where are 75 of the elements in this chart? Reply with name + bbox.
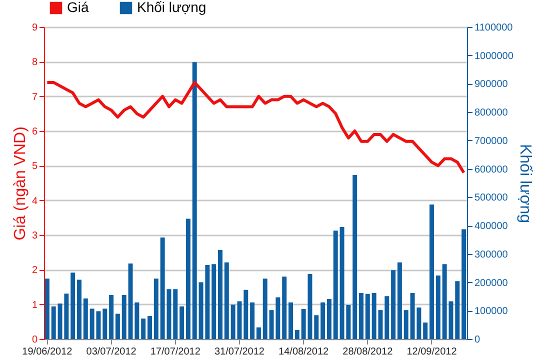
bar: [256, 327, 261, 339]
bar: [115, 314, 120, 339]
x-tick-label: 31/07/2012: [214, 346, 265, 358]
bar: [102, 308, 108, 339]
bar: [320, 302, 326, 339]
bar: [70, 272, 76, 339]
bar: [218, 250, 222, 339]
bar: [397, 262, 402, 339]
bar: [455, 281, 460, 339]
y2-tick-label: 200000: [474, 278, 508, 289]
y2-tick-label: 1000000: [474, 50, 514, 62]
bar: [359, 293, 364, 339]
x-tick-label: 14/08/2012: [278, 346, 330, 358]
x-tick-label: 12/09/2012: [406, 346, 458, 358]
bar: [141, 318, 146, 339]
bar: [250, 302, 255, 339]
y2-tick-label: 600000: [474, 164, 508, 176]
bar: [186, 218, 190, 339]
bar: [224, 262, 229, 339]
bar: [326, 299, 332, 339]
y2-tick-label: 100000: [474, 306, 508, 318]
bar: [148, 316, 152, 339]
bar: [122, 295, 126, 339]
y2-tick-label: 500000: [474, 192, 508, 204]
bar: [51, 306, 56, 339]
y2-tick-label: 800000: [474, 108, 508, 119]
bar: [288, 302, 293, 339]
bar: [314, 315, 319, 339]
x-tick-label: 03/07/2012: [86, 346, 137, 358]
y-tick-label: 5: [32, 161, 38, 172]
y2-tick-label: 0: [474, 334, 480, 346]
bar: [282, 276, 287, 339]
x-tick-label: 28/08/2012: [342, 346, 394, 358]
legend-label: Giá: [67, 0, 89, 15]
bar: [294, 330, 300, 339]
y-tick-label: 2: [32, 265, 38, 276]
bar: [180, 306, 184, 339]
y2-tick-label: 900000: [474, 79, 508, 90]
y-tick-label: 8: [32, 57, 38, 68]
y2-tick-label: 1100000: [474, 22, 514, 34]
y2-tick-label: 400000: [474, 221, 508, 232]
bar: [173, 289, 178, 339]
x-tick-label: 19/06/2012: [22, 346, 73, 358]
legend-label: Khối lượng: [137, 0, 206, 15]
y-tick-label: 6: [32, 126, 38, 138]
bar: [430, 204, 434, 339]
bar: [109, 295, 114, 339]
bar: [77, 280, 82, 339]
y2-tick-label: 700000: [474, 136, 508, 147]
y-tick-label: 0: [32, 334, 38, 346]
bar: [333, 230, 338, 339]
bar: [365, 294, 370, 339]
line-series: [46, 80, 466, 174]
bar: [212, 264, 216, 339]
y-tick-label: 9: [32, 22, 38, 34]
bar: [244, 290, 248, 339]
bar: [192, 62, 197, 339]
bar: [44, 278, 50, 339]
bar: [384, 296, 390, 339]
y-tick-label: 4: [32, 196, 38, 207]
bar: [423, 322, 428, 339]
bar: [436, 275, 440, 339]
y-tick-label: 7: [32, 92, 38, 103]
y-tick-label: 3: [32, 230, 38, 242]
bar: [262, 278, 268, 339]
y2-tick-label: 300000: [474, 249, 508, 260]
bar: [83, 298, 88, 339]
bar: [404, 310, 408, 339]
y2-axis-title: Khối lượng: [516, 144, 534, 224]
y-axis-title: Giá (ngàn VND): [12, 126, 29, 240]
bar: [154, 278, 158, 339]
x-tick-label: 17/07/2012: [150, 346, 201, 358]
bar: [391, 270, 396, 339]
bar: [352, 175, 358, 339]
y-tick-label: 1: [32, 300, 38, 311]
